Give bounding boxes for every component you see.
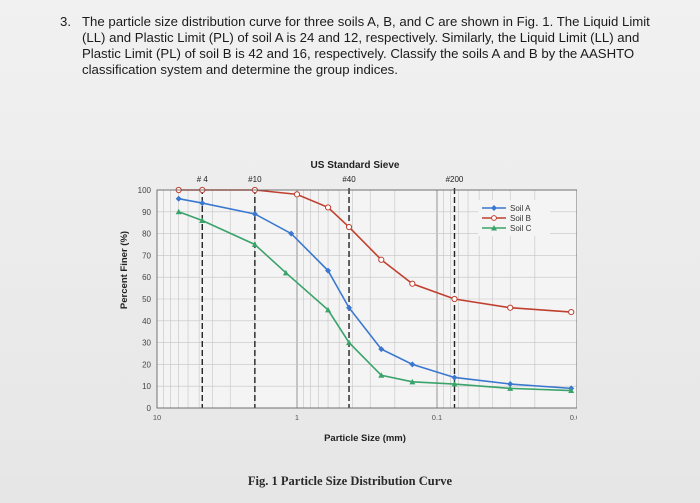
data-point <box>378 256 385 263</box>
data-point <box>282 269 289 276</box>
data-point <box>324 204 332 211</box>
legend-label: Soil C <box>510 224 532 233</box>
question-line: classification system and determine the … <box>82 62 398 77</box>
data-point <box>288 230 295 237</box>
figure-caption: Fig. 1 Particle Size Distribution Curve <box>247 474 453 488</box>
data-point <box>325 267 332 274</box>
question-number: 3. <box>60 14 71 29</box>
y-tick-label: 80 <box>142 230 151 239</box>
data-point <box>378 372 385 378</box>
particle-size-chart: # 4 #10 #40 #200 0 10 20 30 40 50 60 70 80 90 100 10 1 0… <box>107 150 584 480</box>
legend-label: Soil B <box>510 214 531 223</box>
question-line: The particle size distribution curve for… <box>82 14 650 29</box>
data-point <box>345 223 353 231</box>
chart-title: US Standard Sieve <box>311 160 400 171</box>
data-point <box>251 241 258 247</box>
data-point <box>507 385 514 391</box>
data-point <box>199 200 206 207</box>
y-tick-label: 100 <box>138 186 152 195</box>
y-tick-label: 20 <box>142 360 151 369</box>
data-point <box>175 195 182 202</box>
data-point <box>325 306 332 313</box>
x-tick-label: 1 <box>295 413 299 422</box>
data-point <box>451 374 458 381</box>
data-point <box>568 387 575 394</box>
data-point <box>507 304 514 311</box>
y-tick-label: 50 <box>142 295 151 304</box>
data-point <box>451 381 458 387</box>
y-tick-label: 90 <box>142 208 151 217</box>
data-point <box>568 308 575 316</box>
y-tick-label: 70 <box>142 251 151 260</box>
x-tick-label: 0.1 <box>432 413 442 422</box>
legend-label: Soil A <box>510 204 531 213</box>
question-line: (LL) and Plastic Limit (PL) of soil A is… <box>82 30 640 45</box>
data-point <box>175 208 182 215</box>
legend-marker <box>491 215 497 221</box>
legend-marker <box>491 205 497 211</box>
y-tick-label: 30 <box>142 339 151 348</box>
y-tick-label: 60 <box>142 273 151 282</box>
data-point <box>293 191 301 198</box>
legend-marker <box>491 225 497 231</box>
data-point <box>346 304 353 311</box>
x-tick-label: 10 <box>153 413 161 422</box>
x-axis-label: Particle Size (mm) <box>324 433 406 444</box>
y-tick-label: 10 <box>142 382 151 391</box>
question-text: The particle size distribution curve for… <box>82 14 662 78</box>
data-point <box>199 217 206 224</box>
data-point <box>409 280 416 287</box>
data-point <box>451 295 458 303</box>
sieve-label: #40 <box>342 175 356 184</box>
sieve-label: #200 <box>446 175 464 184</box>
x-tick-label: 0.01 <box>570 413 577 422</box>
sieve-label: # 4 <box>197 175 209 184</box>
data-point <box>507 381 514 388</box>
question-line: Plastic Limit (PL) of soil B is 42 and 1… <box>82 46 635 61</box>
y-tick-label: 0 <box>147 404 152 413</box>
data-point <box>409 361 416 368</box>
y-tick-label: 40 <box>142 317 151 326</box>
data-point <box>409 378 416 385</box>
data-point <box>378 346 385 353</box>
sieve-label: #10 <box>248 175 262 184</box>
y-axis-label: Percent Finer (%) <box>119 231 130 309</box>
data-point <box>346 339 353 346</box>
